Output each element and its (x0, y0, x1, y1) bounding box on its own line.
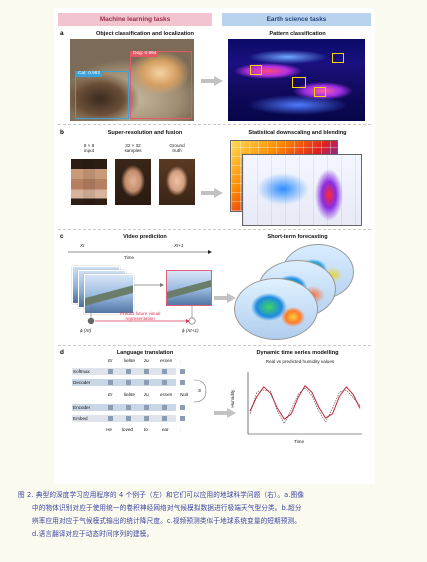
panel-a-arrow (201, 76, 223, 86)
embed-row: Embed (72, 415, 176, 422)
cat-box-label: Cat: 0.982 (76, 71, 103, 77)
figure-caption: 图 2. 典型的深度学习应用程序的 4 个例子（左）和它们可以应用的地球科学问题… (18, 489, 410, 541)
encoder-label: Encoder (73, 405, 91, 410)
target-word: Er (108, 358, 113, 363)
decoder-input-word: zu (144, 392, 149, 397)
panel-c-arrow (214, 293, 236, 303)
col-8x8-label: 8 × 8 input (83, 143, 95, 154)
source-word: He (106, 427, 112, 432)
panel-b-left-title: Super-resolution and fusion (107, 130, 183, 136)
predicted-frame (166, 270, 212, 306)
forecast-globes (234, 242, 370, 340)
panel-c-left-title: Video prediction (123, 234, 167, 240)
embed-label: Embed (73, 416, 88, 421)
panel-a-label: a (60, 30, 64, 37)
panel-d-label: d (60, 349, 64, 356)
series-line-1 (249, 385, 361, 420)
sample-face (115, 159, 151, 205)
decoder-input-word: essen (160, 392, 173, 397)
col-ground-truth-label: Ground truth (169, 143, 185, 154)
panel-a-left-title: Object classification and localization (96, 31, 194, 37)
chart-subtitle: Real vs predicted humidity values (265, 359, 335, 364)
ml-tasks-header: Machine learning tasks (58, 13, 212, 26)
caption-line: 辨率应用对应于气候模式输出的统计降尺度。c.视频预测类似于地球系统变量的短期预测… (32, 517, 302, 525)
dog-bounding-box (130, 51, 192, 119)
source-word: to (144, 427, 148, 432)
earth-science-header: Earth science tasks (222, 13, 371, 26)
col-32x32-label: 32 × 32 samples (124, 143, 142, 154)
caption-line: 中的物体识别对应于使用统一的卷积神经网络对气候模拟数据进行极端天气型分类。b.超… (32, 504, 302, 512)
panel-c-label: c (60, 233, 64, 240)
x-t1-label: Xt+1 (174, 243, 184, 248)
dog-box-label: Dog: 0.994 (131, 51, 159, 57)
time-label: Time (124, 255, 135, 260)
source-word: loved (122, 427, 133, 432)
phi-xt-label: ϕ (Xt) (80, 328, 92, 333)
softmax-row: Softmax (72, 368, 176, 375)
decoder-label: Decoder (73, 380, 91, 385)
panel-d-arrow (214, 408, 236, 418)
panel-b-label: b (60, 129, 64, 136)
panel-b-right-title: Statistical downscaling and blending (248, 130, 347, 136)
panel-b-arrow (201, 188, 223, 198)
chart-ylabel: Humidity (230, 389, 236, 408)
figure-panel: Machine learning tasks Earth science tas… (54, 8, 375, 484)
pixelated-face (71, 159, 107, 205)
pattern-box (314, 87, 326, 97)
representation-links (87, 304, 196, 325)
decoder-input-word: S (198, 388, 202, 393)
phi-xt1-label: ϕ (Xt+1) (182, 328, 199, 333)
pattern-box (250, 65, 262, 75)
source-word: eat (162, 427, 169, 432)
caption-line: d.语言翻译对应于动态时间序列的建模。 (32, 530, 154, 538)
predict-text: Predict future visual representation (120, 311, 161, 322)
target-word: essen (160, 358, 173, 363)
pattern-box (292, 77, 306, 88)
softmax-label: Softmax (73, 369, 90, 374)
encoder-row: Encoder (72, 404, 176, 411)
decoder-input-word: Nuit (180, 392, 189, 397)
decoder-row: Decoder (72, 379, 176, 386)
target-word: . (180, 358, 182, 363)
video-frames-stack (72, 266, 138, 314)
decoder-feedback-arrow (193, 379, 207, 403)
cat-dog-photo: Dog: 0.994 Cat: 0.982 (70, 39, 194, 121)
target-word: zu (144, 358, 149, 363)
pattern-classification-map (228, 39, 365, 121)
time-axis (68, 250, 212, 254)
x-t-label: Xt (80, 243, 85, 248)
humidity-chart (247, 372, 362, 435)
cat-bounding-box (75, 71, 129, 119)
frame-arrow (134, 283, 164, 287)
divider (58, 124, 371, 125)
decoder-input-word: liebte (124, 392, 135, 397)
ground-truth-face (159, 159, 195, 205)
panel-d-right-title: Dynamic time series modelling (256, 350, 339, 356)
chart-axes (247, 372, 362, 435)
chart-xlabel: Time (294, 439, 305, 444)
divider (58, 345, 371, 346)
series-line-2 (249, 387, 361, 424)
downscaling-map-front (242, 154, 362, 226)
target-word: liebte (124, 358, 135, 363)
panel-c-right-title: Short-term forecasting (267, 234, 328, 240)
pattern-box (332, 53, 344, 63)
caption-line: 图 2. 典型的深度学习应用程序的 4 个例子（左）和它们可以应用的地球科学问题… (18, 491, 305, 499)
panel-d-left-title: Language translation (116, 350, 174, 356)
decoder-input-word: Er (108, 392, 113, 397)
divider (58, 229, 371, 230)
panel-a-right-title: Pattern classification (269, 31, 326, 37)
translation-diagram: Er liebte zu essen . Softmax Decoder Er … (66, 358, 216, 458)
source-word: . (180, 427, 182, 432)
